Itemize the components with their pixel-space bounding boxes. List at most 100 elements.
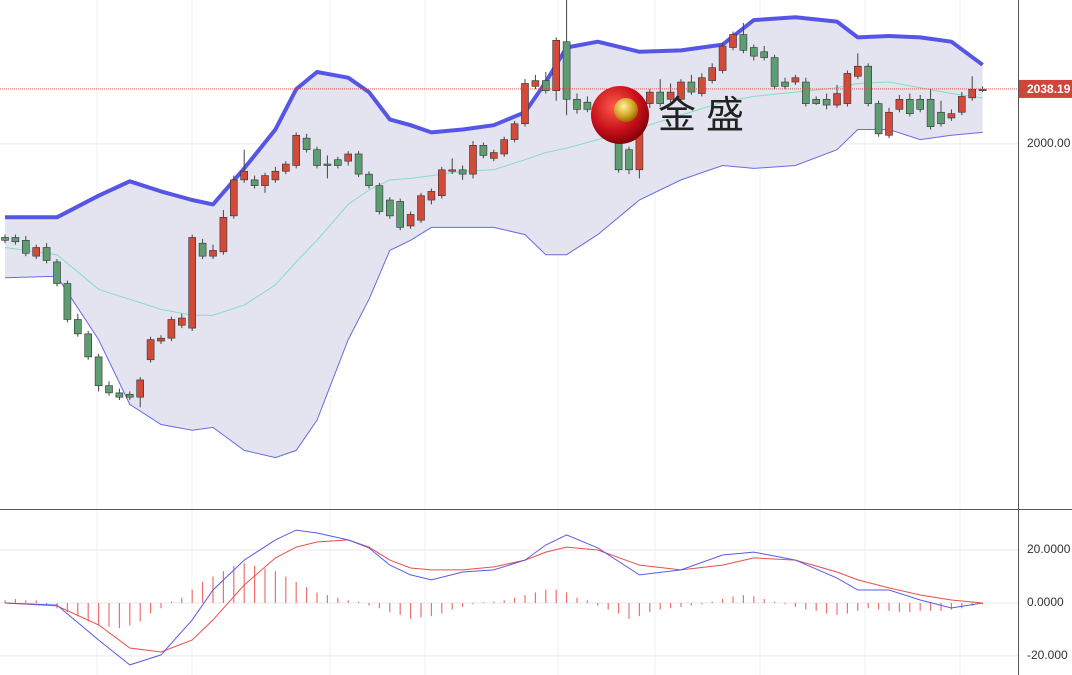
candle-body — [947, 113, 956, 119]
candle-body — [729, 34, 737, 48]
candle-body — [625, 149, 633, 171]
candle-body — [905, 98, 914, 114]
logo-text: 金盛 — [658, 95, 754, 137]
candle-body — [261, 175, 269, 186]
candle-body — [292, 134, 301, 166]
candle-body — [531, 80, 540, 87]
candle-body — [489, 152, 498, 159]
candle-body — [365, 173, 373, 186]
candle-body — [94, 356, 103, 386]
candle-body — [656, 91, 665, 104]
candle-body — [209, 250, 217, 257]
candle-body — [198, 242, 207, 257]
candle-body — [375, 185, 384, 212]
candle-body — [978, 88, 987, 91]
band-fill — [5, 17, 983, 458]
candle-body — [749, 47, 758, 57]
candle-body — [115, 392, 124, 398]
y-tick-label: 20.0000 — [1027, 542, 1071, 556]
candle-body — [666, 91, 675, 100]
candle-body — [63, 283, 72, 320]
candle-body — [469, 145, 477, 175]
macd-panel — [0, 510, 1018, 675]
candle-body — [437, 169, 446, 197]
candle-body — [521, 83, 529, 125]
candle-body — [344, 153, 353, 162]
candle-body — [801, 81, 810, 104]
watermark: 金盛 — [591, 86, 754, 144]
candle-body — [812, 98, 821, 104]
candle-body — [843, 73, 852, 104]
candle-body — [541, 80, 550, 91]
y-tick-label: 2000.00 — [1027, 136, 1071, 150]
candle-body — [760, 51, 769, 58]
candle-body — [833, 93, 841, 106]
candle-body — [219, 217, 228, 253]
candle-body — [573, 98, 581, 110]
candle-body — [167, 319, 176, 339]
band-lower — [4, 129, 983, 459]
candle-body — [781, 81, 789, 87]
candle-body — [770, 57, 779, 87]
candle-body — [406, 214, 415, 227]
candle-body — [552, 39, 561, 91]
candle-body — [895, 98, 904, 110]
candle-body — [479, 145, 488, 156]
candle-body — [271, 170, 280, 181]
candle-body — [718, 45, 727, 71]
candle-body — [53, 261, 61, 284]
candle-body — [500, 139, 509, 155]
candle-body — [1, 237, 9, 241]
candle-body — [333, 159, 342, 166]
candle-body — [614, 139, 623, 171]
signal-line — [4, 539, 983, 653]
candle-body — [583, 101, 592, 110]
macd-line — [4, 529, 983, 666]
candle-body — [84, 333, 92, 358]
candle-body — [240, 170, 248, 181]
candle-body — [396, 201, 405, 228]
candle-body — [230, 179, 238, 217]
candle-body — [708, 67, 717, 81]
last-price-box — [1019, 79, 1072, 98]
candle-body — [885, 111, 893, 136]
candle-body — [250, 179, 259, 186]
candle-body — [874, 103, 883, 135]
candle-body — [957, 96, 966, 113]
candle-body — [354, 153, 363, 175]
logo-coin — [614, 98, 638, 122]
candle-body — [448, 169, 457, 172]
price-panel — [0, 0, 1018, 508]
y-tick-label: 0.0000 — [1027, 595, 1064, 609]
candle-body — [178, 317, 186, 326]
band-upper — [5, 15, 984, 220]
last-price-label: 2038.19 — [1027, 82, 1071, 96]
candle-body — [916, 98, 925, 110]
candle-body — [188, 237, 196, 329]
candle-body — [968, 88, 977, 99]
candle-body — [157, 337, 165, 342]
candle-body — [645, 91, 654, 104]
candle-body — [864, 65, 873, 104]
candle-body — [281, 163, 290, 172]
candle-body — [417, 195, 425, 221]
candle-body — [105, 385, 113, 394]
candle-body — [126, 394, 134, 398]
candle-body — [313, 149, 321, 166]
candle-body — [11, 237, 20, 243]
candle-body — [853, 65, 862, 77]
candle-body — [427, 191, 436, 201]
candle-body — [42, 247, 51, 261]
candle-body — [562, 41, 571, 100]
candle-body — [458, 169, 467, 175]
candle-body — [791, 77, 800, 83]
candle-body — [926, 98, 935, 127]
candle-body — [822, 98, 831, 106]
candle-body — [302, 137, 311, 150]
candle-body — [739, 34, 748, 51]
candle-body — [937, 111, 945, 125]
candle-body — [136, 379, 144, 398]
y-tick-label: -20.000 — [1027, 648, 1068, 662]
